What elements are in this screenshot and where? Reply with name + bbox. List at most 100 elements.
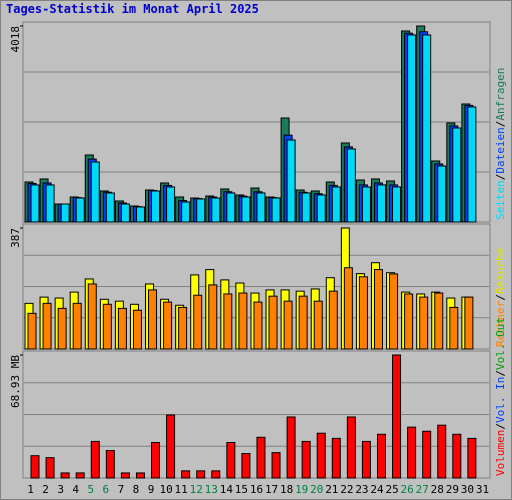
legend: Volumen/Vol. In/Vol. Out: [494, 317, 507, 476]
x-tick-label: 19: [295, 483, 308, 496]
bar: [238, 292, 248, 350]
bar: [60, 203, 70, 223]
bar: [72, 302, 82, 350]
x-tick-label: 17: [265, 483, 278, 496]
bar: [148, 289, 158, 350]
bar: [358, 276, 368, 350]
bar: [268, 295, 278, 350]
x-tick-label: 7: [118, 483, 125, 496]
bar: [452, 127, 462, 223]
bar: [301, 192, 311, 223]
bar: [256, 192, 266, 223]
legend-entry: Besuche: [494, 248, 507, 294]
bar: [373, 269, 383, 350]
legend-entry: Anfragen: [494, 68, 507, 121]
legend-separator: /: [494, 294, 507, 301]
x-tick-label: 22: [340, 483, 353, 496]
bar: [196, 198, 206, 223]
x-tick-label: 1: [27, 483, 34, 496]
x-tick-label: 23: [355, 483, 368, 496]
legend-entry: Vol. Out: [494, 317, 507, 370]
bar: [437, 165, 447, 223]
bar: [105, 450, 115, 479]
bar: [45, 457, 55, 479]
x-tick-label: 12: [190, 483, 203, 496]
bar: [328, 290, 338, 350]
bar: [286, 139, 296, 223]
bar: [181, 201, 191, 223]
x-tick-label: 16: [250, 483, 263, 496]
bar: [178, 306, 188, 350]
legend: Seiten/Dateien/Anfragen: [494, 68, 507, 220]
legend-separator: /: [494, 174, 507, 181]
bar: [166, 186, 176, 223]
x-tick-label: 30: [461, 483, 474, 496]
bar: [211, 197, 221, 223]
bar: [241, 453, 251, 479]
bar: [316, 432, 326, 479]
chart-title: Tages-Statistik im Monat April 2025: [6, 2, 259, 16]
y-tick-label: 68.93 MB: [9, 355, 22, 408]
bar: [434, 292, 444, 350]
legend: Rechner/Besuche: [494, 248, 507, 347]
x-tick-label: 14: [220, 483, 234, 496]
bar: [226, 441, 236, 479]
bar: [422, 430, 432, 479]
x-tick-label: 6: [103, 483, 110, 496]
bar: [271, 452, 281, 479]
x-tick-label: 13: [205, 483, 218, 496]
bar: [361, 440, 371, 479]
x-tick-label: 27: [416, 483, 429, 496]
bar: [452, 433, 462, 479]
x-tick-label: 11: [175, 483, 188, 496]
bar: [208, 284, 218, 350]
bar: [437, 424, 447, 479]
bar: [449, 306, 459, 350]
bar: [376, 433, 386, 479]
bar: [407, 34, 417, 223]
bar: [120, 472, 130, 479]
bar: [211, 470, 221, 479]
bar: [419, 296, 429, 350]
bar: [464, 296, 474, 350]
bar: [163, 301, 173, 350]
bar: [132, 309, 142, 350]
bar: [30, 184, 40, 223]
bar: [135, 472, 145, 479]
x-tick-label: 29: [446, 483, 459, 496]
x-tick-label: 9: [148, 483, 155, 496]
bar: [271, 197, 281, 223]
bar: [90, 440, 100, 479]
bar: [392, 354, 402, 479]
y-tick-label: 4018: [9, 26, 22, 53]
bar: [301, 440, 311, 479]
bar: [181, 470, 191, 479]
legend-entry: Vol. In: [494, 377, 507, 423]
bar: [256, 436, 266, 479]
bar: [389, 273, 399, 350]
bar: [407, 426, 417, 479]
bar: [283, 300, 293, 350]
x-tick-label: 28: [431, 483, 444, 496]
bar: [361, 186, 371, 223]
bar: [343, 267, 353, 350]
bar: [193, 294, 203, 350]
bar: [404, 293, 414, 350]
bar: [105, 192, 115, 223]
legend-entry: Seiten: [494, 180, 507, 220]
bar: [253, 301, 263, 350]
bar: [57, 307, 67, 350]
bar: [467, 437, 477, 479]
bar: [102, 303, 112, 350]
bar: [120, 203, 130, 223]
x-tick-label: 25: [385, 483, 398, 496]
bar: [298, 295, 308, 350]
bar: [376, 184, 386, 223]
x-tick-label: 8: [133, 483, 140, 496]
bar: [226, 192, 236, 223]
bar: [87, 283, 97, 350]
x-tick-label: 31: [476, 483, 489, 496]
legend-separator: /: [494, 370, 507, 377]
bar: [331, 437, 341, 479]
